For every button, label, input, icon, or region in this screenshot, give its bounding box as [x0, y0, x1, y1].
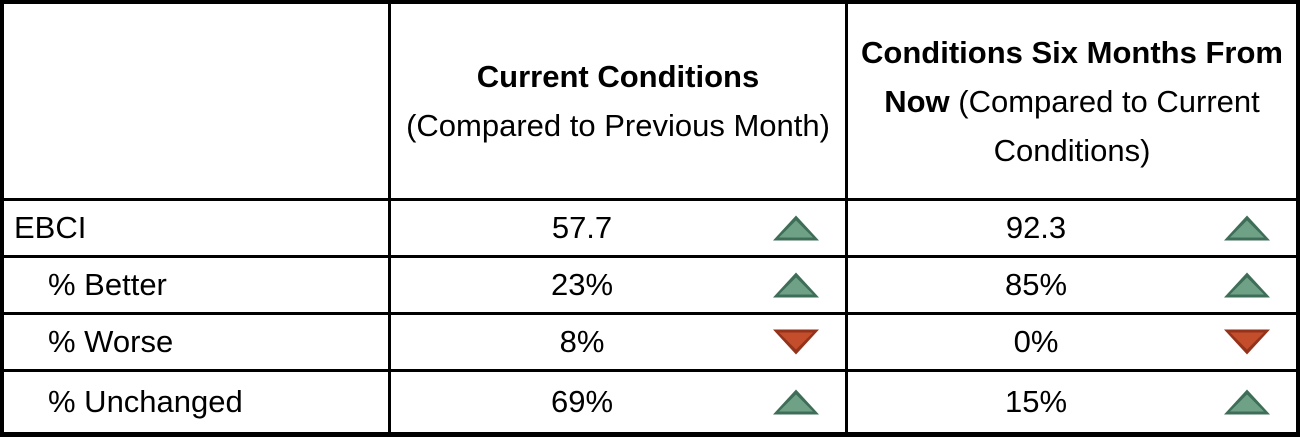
row-label-text: % Worse [48, 324, 174, 359]
up-triangle-icon [1224, 389, 1270, 415]
cell-value: 69% [550, 384, 614, 419]
better-current-cell: 23% [388, 255, 845, 312]
cell-value: 85% [1004, 267, 1068, 302]
cell-value: 0% [1013, 324, 1059, 359]
header-six-months-bold: Conditions Six Months From Now [861, 34, 1283, 119]
up-triangle-icon [1224, 272, 1270, 298]
row-label-text: EBCI [14, 210, 87, 245]
header-six-months-rest: (Compared to Current Conditions) [958, 83, 1260, 168]
worse-current-cell: 8% [388, 312, 845, 369]
row-label-pct-better: % Better [4, 255, 388, 312]
up-triangle-icon [773, 389, 819, 415]
header-six-months-text: Conditions Six Months From Now (Compared… [856, 28, 1288, 175]
header-current-bold: Current Conditions [476, 59, 760, 94]
unchanged-current-cell: 69% [388, 369, 845, 432]
down-triangle-icon [773, 329, 819, 355]
cell-value: 8% [559, 324, 605, 359]
up-triangle-icon [773, 272, 819, 298]
header-current-conditions-text: Current Conditions (Compared to Previous… [399, 52, 837, 150]
row-label-text: % Unchanged [48, 384, 243, 419]
row-label-pct-unchanged: % Unchanged [4, 369, 388, 432]
up-triangle-icon [773, 215, 819, 241]
header-six-months: Conditions Six Months From Now (Compared… [845, 4, 1296, 198]
cell-value: 92.3 [1005, 210, 1067, 245]
up-triangle-icon [1224, 215, 1270, 241]
ebci-future-cell: 92.3 [845, 198, 1296, 255]
header-current-rest: (Compared to Previous Month) [406, 108, 830, 143]
ebci-current-cell: 57.7 [388, 198, 845, 255]
row-label-pct-worse: % Worse [4, 312, 388, 369]
down-triangle-icon [1224, 329, 1270, 355]
cell-value: 23% [550, 267, 614, 302]
cell-value: 15% [1004, 384, 1068, 419]
row-label-ebci: EBCI [4, 198, 388, 255]
worse-future-cell: 0% [845, 312, 1296, 369]
corner-cell [4, 4, 388, 198]
header-current-conditions: Current Conditions (Compared to Previous… [388, 4, 845, 198]
row-label-text: % Better [48, 267, 167, 302]
unchanged-future-cell: 15% [845, 369, 1296, 432]
cell-value: 57.7 [551, 210, 613, 245]
better-future-cell: 85% [845, 255, 1296, 312]
